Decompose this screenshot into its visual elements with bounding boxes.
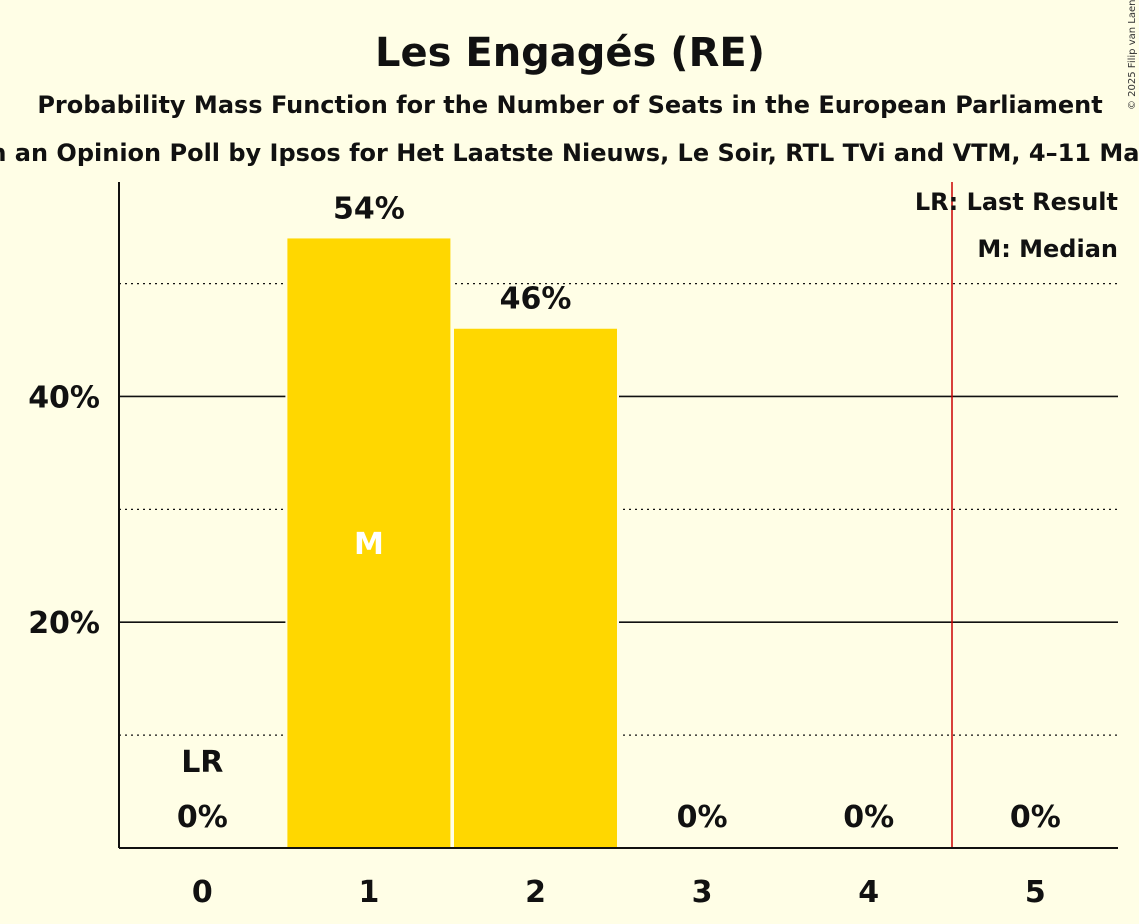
value-label: 0% — [677, 800, 728, 835]
chart-subtitle: Probability Mass Function for the Number… — [37, 91, 1102, 119]
value-label: 54% — [333, 191, 405, 226]
x-tick-label: 1 — [358, 875, 379, 910]
x-tick-label: 5 — [1025, 875, 1046, 910]
bar-seats-1 — [287, 238, 451, 848]
value-label: 46% — [500, 282, 572, 317]
x-tick-label: 3 — [692, 875, 713, 910]
x-tick-label: 4 — [858, 875, 879, 910]
legend-median: M: Median — [977, 235, 1118, 263]
legend-last-result: LR: Last Result — [915, 188, 1118, 216]
value-label: 0% — [1010, 800, 1061, 835]
last-result-marker: LR — [181, 745, 223, 780]
bar-seats-2 — [454, 328, 617, 849]
value-label: 0% — [843, 800, 894, 835]
value-label: 0% — [177, 800, 228, 835]
x-tick-label: 2 — [525, 875, 546, 910]
x-tick-label: 0 — [192, 875, 213, 910]
labels: 20% 40% 0 1 2 3 4 5 0% 54% 46% 0% 0% 0% LR M — [28, 191, 1061, 910]
chart-title: Les Engagés (RE) — [375, 30, 765, 76]
y-tick-label: 40% — [28, 380, 100, 415]
axes — [118, 182, 1118, 849]
y-tick-label: 20% — [28, 606, 100, 641]
chart-source-note: Based on an Opinion Poll by Ipsos for He… — [0, 139, 1139, 167]
bars — [285, 236, 619, 849]
copyright-notice: © 2025 Filip van Laenen — [1127, 0, 1138, 110]
median-marker: M — [354, 527, 384, 562]
